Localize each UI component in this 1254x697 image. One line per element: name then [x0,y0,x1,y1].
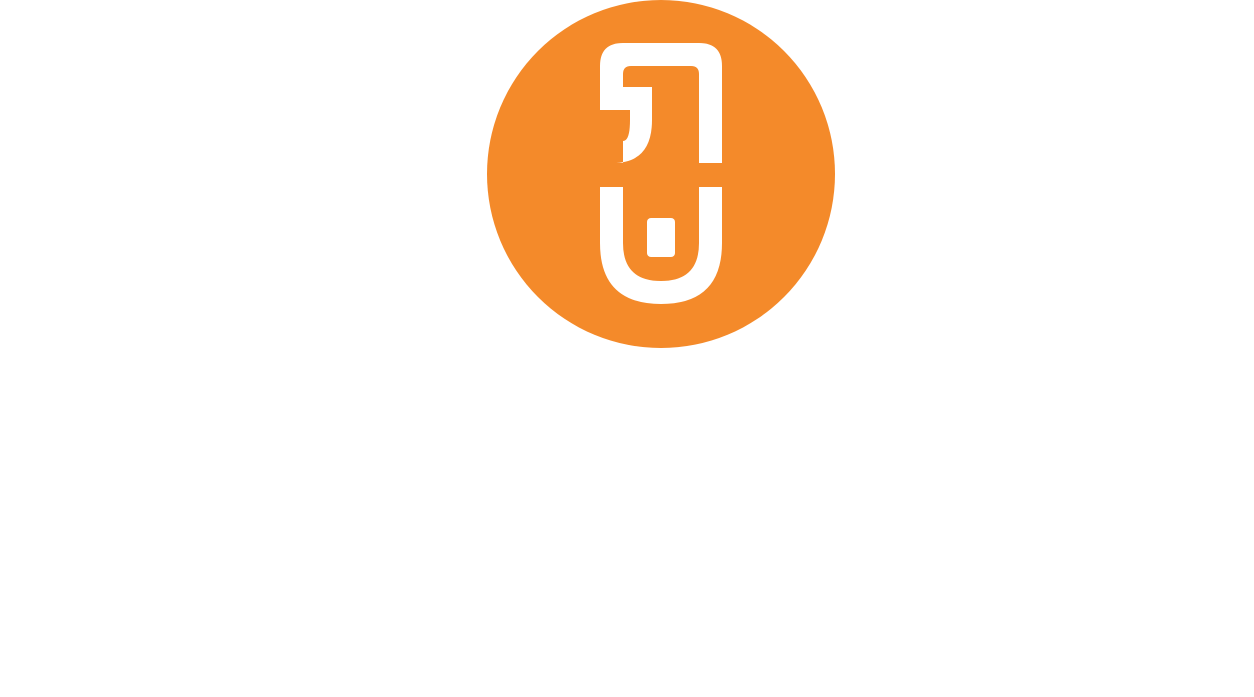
logo [487,0,835,348]
logo-glyph-inner-rect [647,218,675,257]
logo-glyph-top [600,43,722,163]
logo-circle [487,0,835,348]
logo-icon [487,0,835,348]
logo-glyph-bottom [600,187,722,304]
